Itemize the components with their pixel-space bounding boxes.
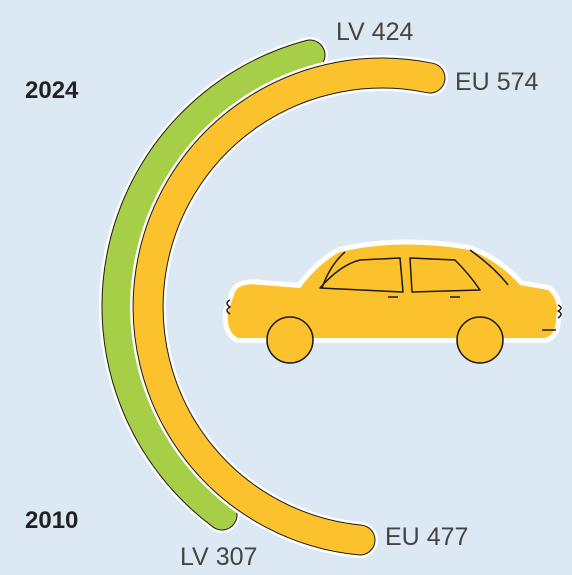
value: 424: [372, 18, 414, 46]
series-name: EU: [385, 523, 420, 551]
page: {"chart_data": {"type": "arc", "categori…: [0, 0, 572, 575]
value: 574: [497, 68, 539, 96]
series-name: LV: [336, 18, 365, 46]
series-name: EU: [455, 68, 490, 96]
year-label: 2024: [25, 77, 79, 104]
value: 307: [216, 543, 258, 571]
series-name: LV: [180, 543, 209, 571]
value: 477: [427, 523, 469, 551]
year-label: 2010: [25, 507, 78, 534]
chart: 2024 2010 LV307LV424EU477EU574: [0, 0, 572, 575]
